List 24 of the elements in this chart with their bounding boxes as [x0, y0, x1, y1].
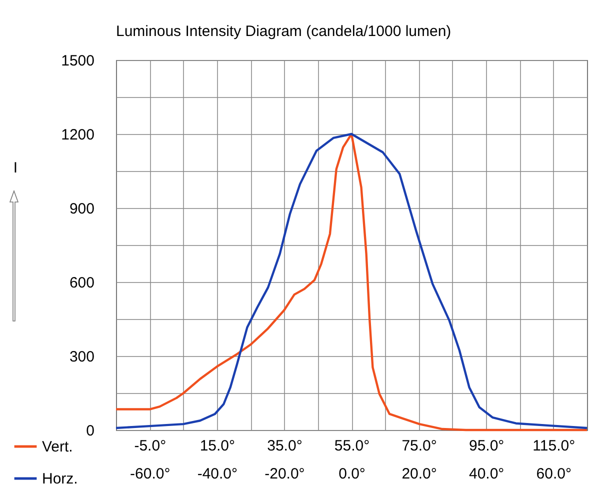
- x-tick-label: 55.0°: [334, 438, 370, 454]
- y-tick-label: 300: [69, 348, 94, 366]
- x2-tick-label: -40.0°: [197, 466, 238, 482]
- legend-label: Horz.: [42, 470, 78, 488]
- legend-label: Vert.: [42, 438, 73, 456]
- y-tick-label: 0: [86, 422, 94, 440]
- chart-title: Luminous Intensity Diagram (candela/1000 lumen): [116, 23, 452, 40]
- x2-tick-label: -60.0°: [130, 466, 170, 482]
- x-tick-label: 15.0°: [200, 438, 236, 454]
- y-tick-label: 900: [69, 200, 94, 218]
- x-tick-label: -5.0°: [134, 438, 166, 454]
- x2-tick-label: 40.0°: [468, 466, 504, 482]
- x-tick-label: 75.0°: [402, 438, 437, 454]
- y-axis-title: I: [13, 160, 18, 176]
- x-tick-label: 35.0°: [267, 438, 302, 454]
- x2-tick-label: 0.0°: [338, 466, 366, 482]
- y-tick-label: 600: [69, 274, 94, 292]
- y-tick-label: 1500: [61, 52, 94, 70]
- x-tick-label: 115.0°: [532, 438, 576, 454]
- y-tick-label: 1200: [61, 126, 94, 144]
- x2-tick-label: 60.0°: [536, 466, 572, 482]
- x2-tick-label: 20.0°: [402, 466, 437, 482]
- x-tick-label: 95.0°: [468, 438, 504, 454]
- x2-tick-label: -20.0°: [264, 466, 305, 482]
